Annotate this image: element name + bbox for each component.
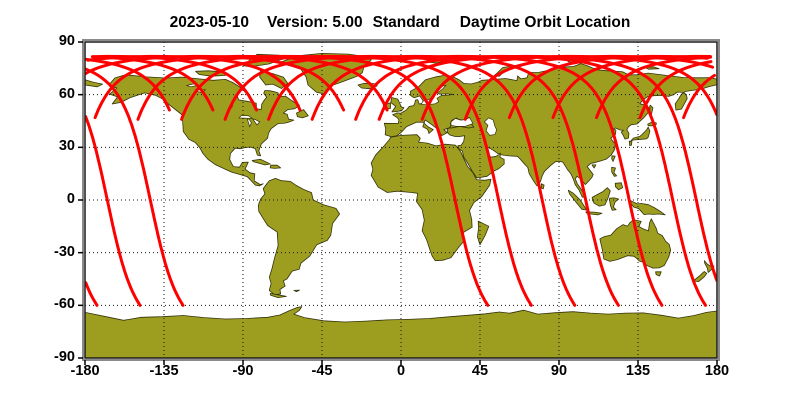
orbit-tracks xyxy=(85,54,717,307)
x-axis-label: 0 xyxy=(396,363,406,379)
plot-frame-inner xyxy=(84,41,718,359)
x-axis-label: 45 xyxy=(471,363,489,379)
figure-title: 2023-05-10 Version: 5.00 Standard Daytime O… xyxy=(0,14,800,32)
y-axis-label: -60 xyxy=(54,296,75,313)
orbit-track xyxy=(310,54,664,307)
orbit-track xyxy=(91,55,215,112)
land-polygon xyxy=(251,158,271,166)
y-axis-label: 30 xyxy=(58,138,75,155)
lake-polygon xyxy=(185,83,197,88)
orbit-track xyxy=(136,54,490,307)
land-polygon xyxy=(614,182,624,191)
land-polygon xyxy=(599,218,672,269)
y-axis-label: -30 xyxy=(54,243,75,260)
axis-ticks xyxy=(78,41,718,365)
map-layer xyxy=(85,42,717,358)
graticule xyxy=(85,42,717,358)
y-axis-label: -90 xyxy=(54,349,75,365)
orbit-track xyxy=(180,54,533,307)
orbit-track xyxy=(85,54,346,112)
x-axis-label: -45 xyxy=(311,363,333,379)
y-axis-label: 90 xyxy=(58,33,75,49)
land-polygon xyxy=(281,53,372,95)
y-axis-label: 60 xyxy=(58,85,75,102)
orbit-track xyxy=(85,281,99,307)
x-axis-label: -90 xyxy=(232,363,254,379)
x-axis-label: 135 xyxy=(625,363,651,379)
land-polygon xyxy=(591,187,611,207)
x-axis-label: -135 xyxy=(149,363,179,379)
y-axis-label: 0 xyxy=(66,191,75,207)
title-date: 2023-05-10 xyxy=(169,14,249,31)
land-polygon xyxy=(269,164,282,169)
orbit-track xyxy=(85,67,185,307)
land-polygon xyxy=(611,166,617,177)
land-polygon xyxy=(259,70,289,89)
land-polygon xyxy=(293,289,300,292)
orbit-track xyxy=(90,54,258,112)
land-polygon xyxy=(85,79,103,88)
orbit-track xyxy=(420,54,717,121)
x-axis-label: -180 xyxy=(70,363,100,379)
lake-polygon xyxy=(246,118,252,128)
orbit-track xyxy=(85,57,171,112)
land-polygon xyxy=(257,178,340,296)
land-polygon xyxy=(609,197,620,211)
land-polygon xyxy=(630,126,651,142)
x-axis-label: 90 xyxy=(550,363,568,379)
x-axis-label: 180 xyxy=(704,363,730,379)
lake-polygon xyxy=(483,117,498,136)
orbit-track xyxy=(638,60,713,120)
orbit-track xyxy=(267,54,620,307)
orbit-track xyxy=(223,54,577,307)
land-polygon xyxy=(540,183,545,190)
land-polygon xyxy=(296,109,309,119)
orbit-track xyxy=(682,73,716,120)
lake-polygon xyxy=(251,118,261,126)
land-polygon xyxy=(269,293,287,298)
title-product-type: Standard xyxy=(372,14,440,31)
orbit-track xyxy=(85,115,142,307)
lake-polygon xyxy=(450,117,474,127)
lake-polygon xyxy=(238,115,254,119)
land-polygon xyxy=(692,271,708,282)
land-polygon xyxy=(628,140,633,146)
orbit-track xyxy=(354,54,707,307)
orbit-track xyxy=(377,54,717,283)
land-polygon xyxy=(611,155,616,162)
land-polygon xyxy=(591,164,597,169)
title-product-name: Daytime Orbit Location xyxy=(459,14,631,31)
land-polygon xyxy=(390,97,405,113)
title-version: Version: 5.00 xyxy=(266,14,363,31)
land-polygon xyxy=(85,306,717,358)
land-polygon xyxy=(655,271,662,277)
land-polygon xyxy=(630,200,666,216)
